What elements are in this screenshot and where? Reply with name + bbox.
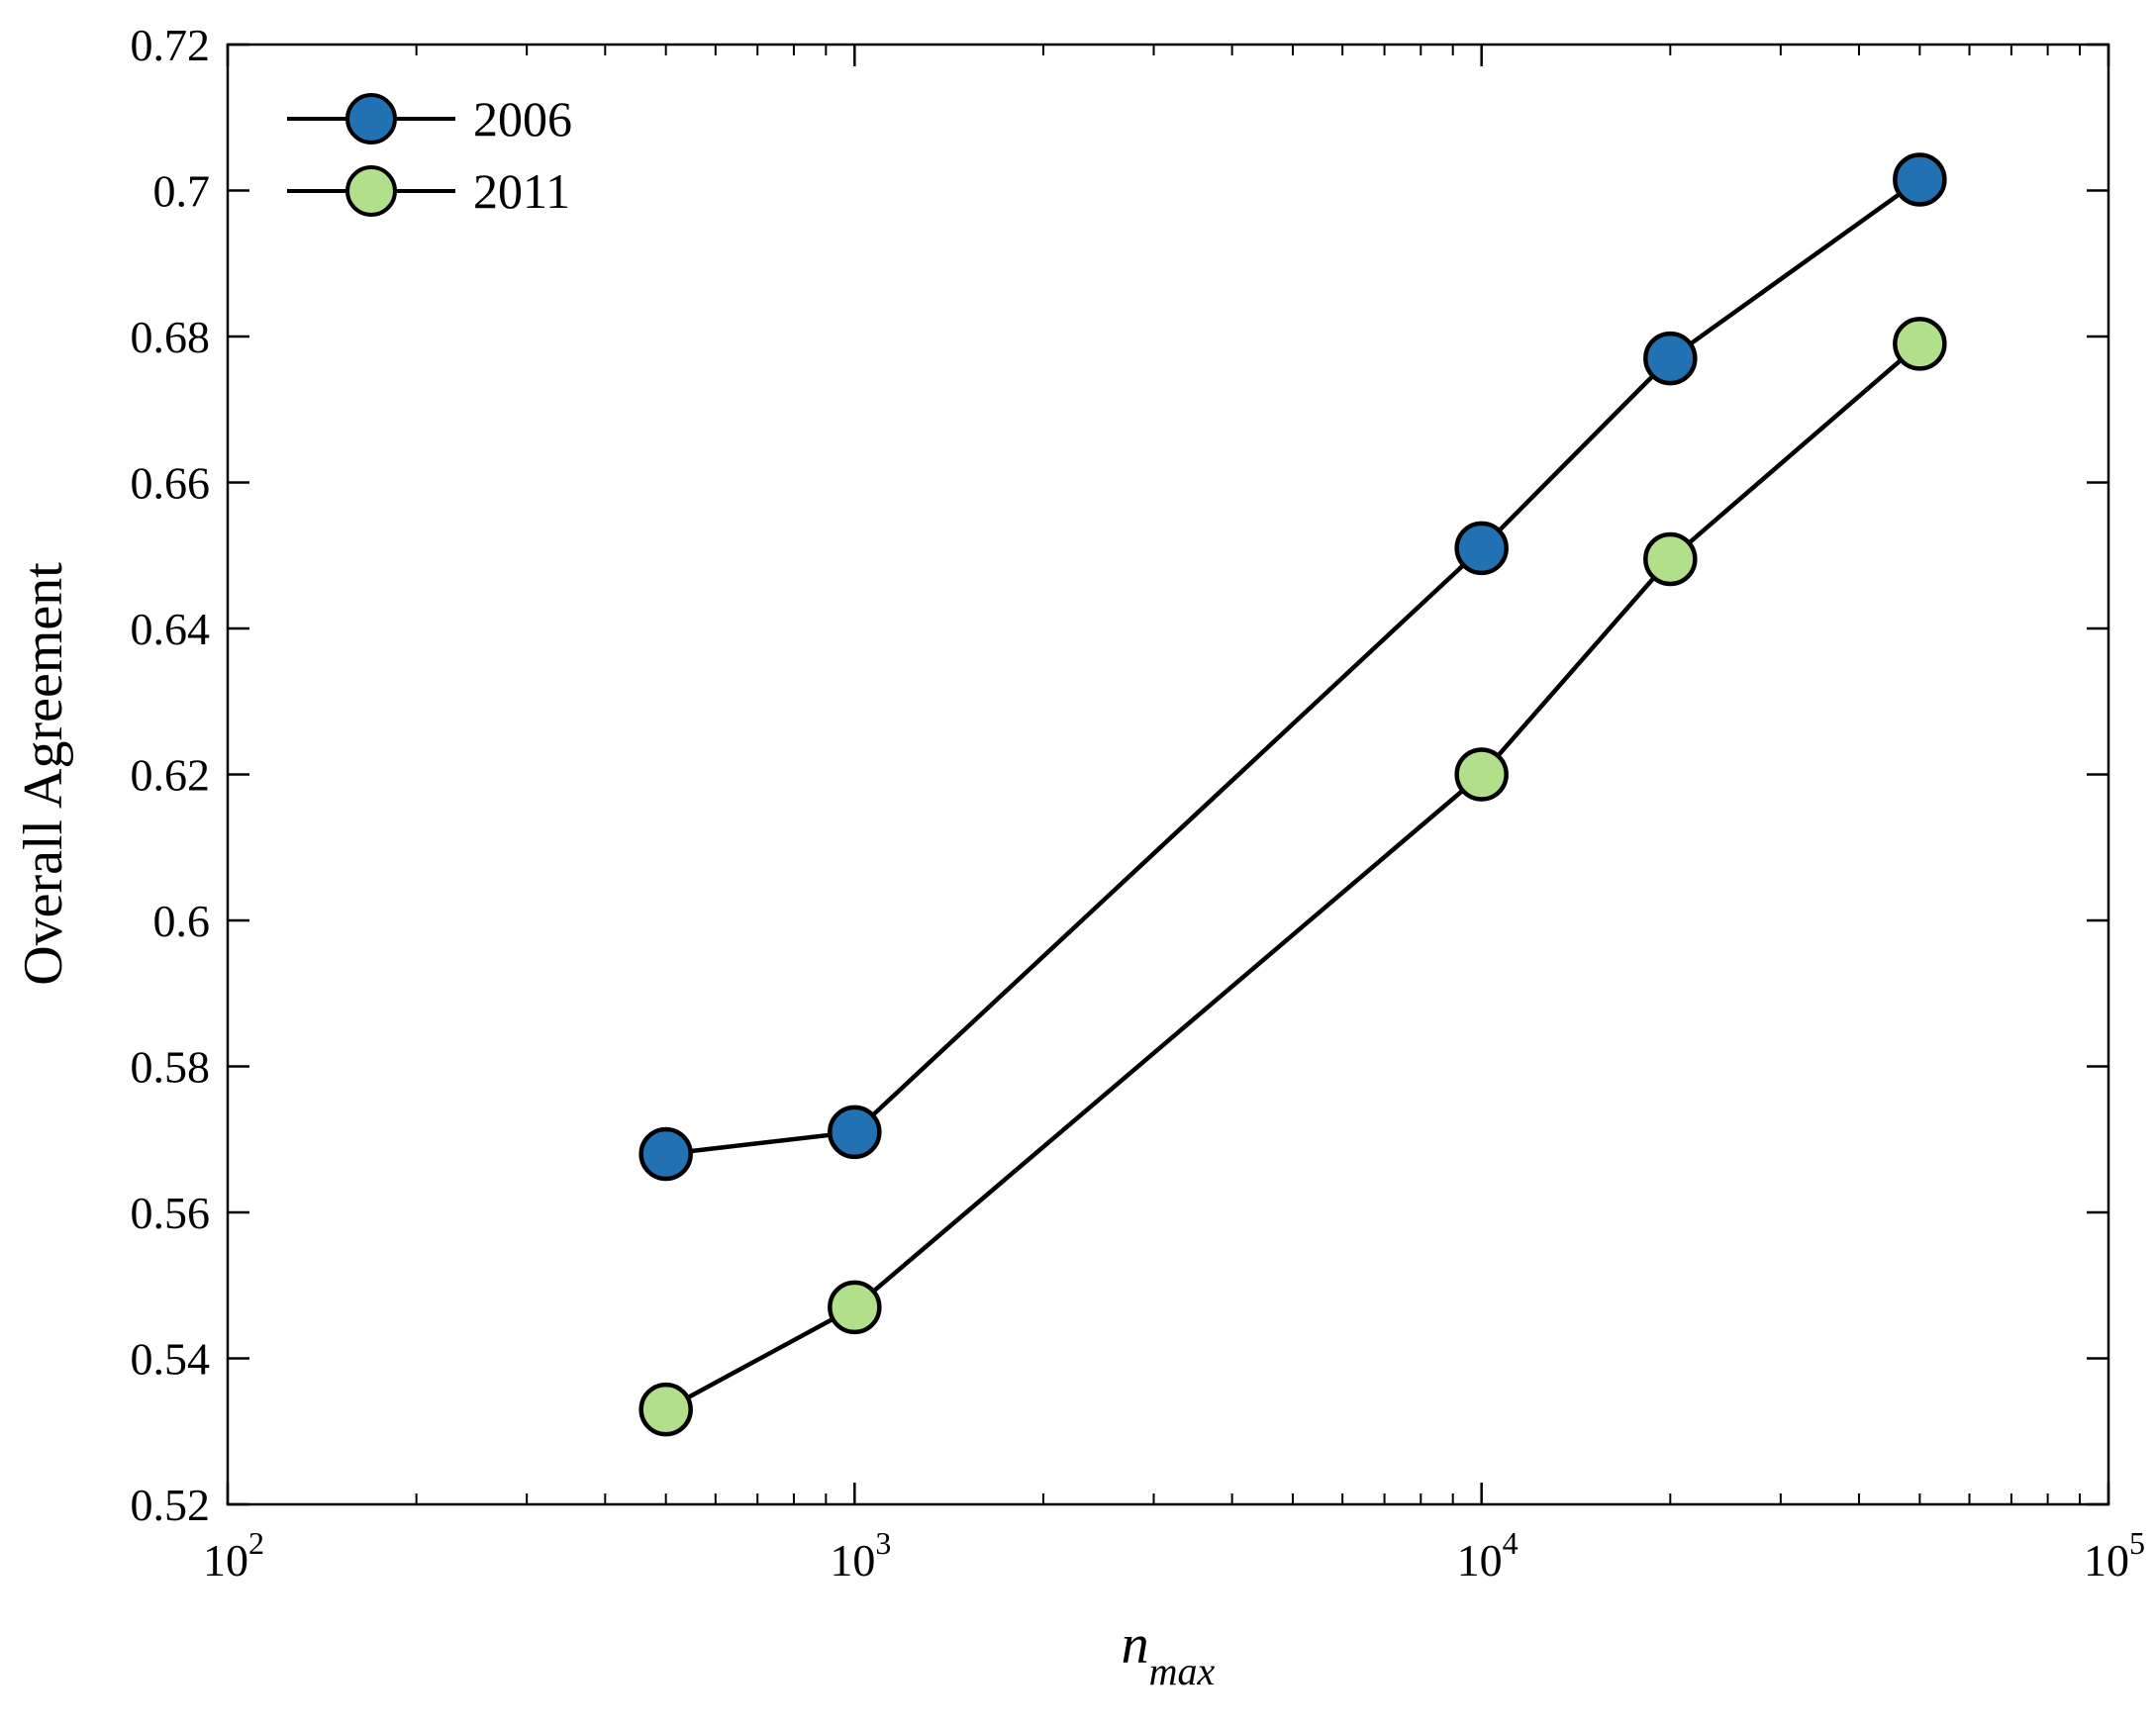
y-axis-title: Overall Agreement bbox=[13, 562, 74, 986]
y-tick-label: 0.6 bbox=[153, 896, 211, 946]
y-tick-labels: 0.52 0.54 0.56 0.58 0.6 0.62 0.64 0.66 0.68 0.7 0.… bbox=[131, 20, 211, 1530]
y-tick-label: 0.72 bbox=[131, 20, 211, 70]
data-point-2006 bbox=[1454, 521, 1509, 576]
y-tick-label: 0.54 bbox=[131, 1334, 211, 1385]
data-point-2006 bbox=[828, 1105, 882, 1160]
plot-area-frame bbox=[226, 43, 2110, 1506]
y-tick-label: 0.52 bbox=[131, 1480, 211, 1530]
x-tick-label-base: 10 bbox=[830, 1535, 875, 1586]
y-tick-label: 0.68 bbox=[131, 312, 211, 362]
y-tick-label: 0.56 bbox=[131, 1188, 211, 1238]
data-point-2011 bbox=[828, 1280, 882, 1335]
x-tick-label-base: 10 bbox=[203, 1535, 248, 1586]
legend: 2006 2011 bbox=[287, 91, 572, 219]
series-lines bbox=[664, 177, 1921, 1412]
y-tick-label: 0.62 bbox=[131, 750, 211, 801]
series-line-2011 bbox=[664, 341, 1921, 1412]
data-point-2011 bbox=[1454, 747, 1509, 802]
x-tick-labels: 102 103 104 105 bbox=[203, 1525, 2145, 1586]
y-tick-label: 0.58 bbox=[131, 1042, 211, 1093]
y-tick-label: 0.66 bbox=[131, 458, 211, 509]
legend-marker-2006 bbox=[345, 93, 397, 144]
x-tick-label-exponent: 4 bbox=[1503, 1525, 1519, 1561]
data-point-2006 bbox=[638, 1126, 693, 1182]
x-tick-label: 102 bbox=[203, 1525, 264, 1586]
data-point-2006 bbox=[1893, 152, 1947, 207]
x-axis-title-subscript: max bbox=[1149, 1649, 1216, 1693]
x-axis-title-main: n bbox=[1122, 1614, 1149, 1676]
axis-ticks bbox=[226, 43, 2110, 1506]
x-tick-label: 105 bbox=[2084, 1525, 2145, 1586]
legend-marker-2011 bbox=[345, 165, 397, 217]
data-point-2011 bbox=[1893, 317, 1947, 371]
legend-item-2011: 2011 bbox=[287, 163, 570, 219]
series-points bbox=[638, 152, 1947, 1437]
x-tick-label: 103 bbox=[830, 1525, 891, 1586]
x-tick-label-base: 10 bbox=[1457, 1535, 1503, 1586]
x-tick-label-exponent: 3 bbox=[875, 1525, 891, 1561]
data-point-2011 bbox=[638, 1382, 693, 1437]
x-axis-title: nmax bbox=[1122, 1614, 1216, 1693]
x-tick-label-base: 10 bbox=[2084, 1535, 2129, 1586]
series-line-2006 bbox=[665, 177, 1921, 1157]
legend-label-2011: 2011 bbox=[473, 163, 570, 219]
y-tick-label: 0.7 bbox=[153, 166, 211, 217]
data-point-2006 bbox=[1643, 331, 1698, 386]
data-point-2011 bbox=[1643, 531, 1698, 587]
legend-label-2006: 2006 bbox=[473, 91, 572, 146]
x-tick-label-exponent: 2 bbox=[248, 1525, 264, 1561]
x-tick-label: 104 bbox=[1457, 1525, 1519, 1586]
y-tick-label: 0.64 bbox=[131, 604, 211, 654]
x-tick-label-exponent: 5 bbox=[2129, 1525, 2145, 1561]
legend-item-2006: 2006 bbox=[287, 91, 572, 146]
